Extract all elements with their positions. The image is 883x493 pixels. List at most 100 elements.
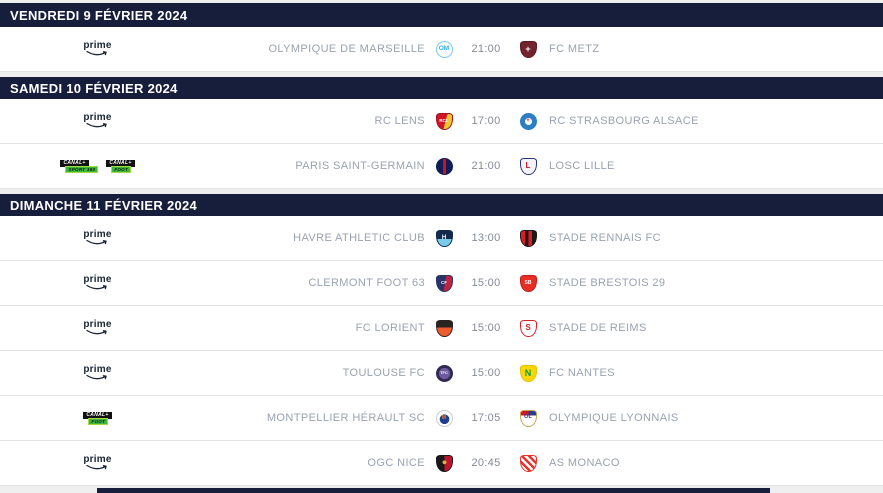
metz-club-logo: +	[519, 40, 537, 58]
lens-logo-initials: RCL	[439, 117, 449, 123]
match-row[interactable]: prime FC LORIENT 15:00 S STADE DE REIMS	[0, 306, 883, 351]
canal-plus-foot-logo: CANAL+ FOOT	[83, 411, 112, 425]
prime-video-logo: prime	[83, 365, 111, 381]
fixtures-page: VENDREDI 9 FÉVRIER 2024 prime OLYMPIQUE DE…	[0, 3, 883, 493]
nantes-logo-initials: N	[524, 367, 532, 378]
away-team-name: LOSC LILLE	[549, 160, 615, 172]
marseille-logo-initials: OM	[438, 44, 450, 52]
reims-logo-initials: S	[525, 323, 531, 332]
home-team-logo-cell	[431, 319, 457, 337]
date-header-label: VENDREDI 9 FÉVRIER 2024	[10, 7, 188, 23]
away-team-name: AS MONACO	[549, 457, 620, 469]
prime-smile-arc	[86, 50, 108, 56]
home-team-name: CLERMONT FOOT 63	[308, 277, 425, 289]
broadcaster-cell: prime	[0, 113, 195, 129]
monaco-club-logo	[519, 454, 537, 472]
match-row[interactable]: prime TOULOUSE FC TFC 15:00 N FC NANTES	[0, 351, 883, 396]
match-row[interactable]: CANAL+ FOOT MONTPELLIER HÉRAULT SC M 17:05 OL…	[0, 396, 883, 441]
havre-club-logo: H	[435, 229, 453, 247]
nice-club-logo	[435, 454, 453, 472]
broadcaster-cell: CANAL+ FOOT	[0, 411, 195, 425]
broadcaster-cell: prime	[0, 275, 195, 291]
toulouse-club-logo: TFC	[435, 364, 453, 382]
canal-plus-sport-360-logo: CANAL+ SPORT 360	[60, 159, 99, 173]
away-team-name: RC STRASBOURG ALSACE	[549, 115, 699, 127]
date-header: VENDREDI 9 FÉVRIER 2024	[0, 3, 883, 27]
prime-label: prime	[83, 112, 112, 123]
away-team-name: STADE BRESTOIS 29	[549, 277, 666, 289]
prime-label: prime	[83, 229, 112, 240]
away-team-logo-cell: S	[515, 319, 541, 337]
match-row[interactable]: prime RC LENS RCL 17:00 + RC STRASBOURG ALSAC…	[0, 99, 883, 144]
match-row[interactable]: prime OGC NICE 20:45 AS MONACO	[0, 441, 883, 486]
metz-logo-initials: +	[525, 43, 531, 54]
prime-smile-arc	[86, 239, 108, 245]
home-team-logo-cell: RCL	[431, 112, 457, 130]
home-team-name: RC LENS	[374, 115, 425, 127]
away-team-logo-cell: +	[515, 112, 541, 130]
prime-video-logo: prime	[83, 275, 111, 291]
kickoff-time: 15:00	[471, 322, 501, 334]
kickoff-time: 13:00	[471, 232, 501, 244]
home-team-logo-cell: TFC	[431, 364, 457, 382]
broadcaster-cell: prime	[0, 230, 195, 246]
montpellier-logo-initials: M	[441, 414, 447, 421]
prime-label: prime	[83, 364, 112, 375]
match-row[interactable]: prime CLERMONT FOOT 63 CF 15:00 SB STADE BRES…	[0, 261, 883, 306]
prime-smile-arc	[86, 284, 108, 290]
fixtures-list: VENDREDI 9 FÉVRIER 2024 prime OLYMPIQUE DE…	[0, 3, 883, 486]
home-team-logo-cell	[431, 454, 457, 472]
date-header-label: DIMANCHE 11 FÉVRIER 2024	[10, 197, 198, 213]
psg-club-logo	[435, 157, 453, 175]
prime-video-logo: prime	[83, 113, 111, 129]
home-team-logo-cell: OM	[431, 40, 457, 58]
lorient-club-logo	[435, 319, 453, 337]
nantes-club-logo: N	[519, 364, 537, 382]
home-team-name: OLYMPIQUE DE MARSEILLE	[268, 43, 425, 55]
canal-plus-wordmark: CANAL+	[83, 411, 112, 419]
match-row[interactable]: prime OLYMPIQUE DE MARSEILLE OM 21:00 + FC ME…	[0, 27, 883, 72]
home-team-name: TOULOUSE FC	[342, 367, 425, 379]
home-team-name: MONTPELLIER HÉRAULT SC	[266, 412, 425, 424]
lyon-logo-initials: OL	[524, 414, 532, 421]
reims-club-logo: S	[519, 319, 537, 337]
home-team-name: HAVRE ATHLETIC CLUB	[293, 232, 425, 244]
prime-video-logo: prime	[83, 320, 111, 336]
away-team-name: STADE RENNAIS FC	[549, 232, 661, 244]
kickoff-time: 15:00	[471, 277, 501, 289]
marseille-club-logo: OM	[435, 40, 453, 58]
lens-club-logo: RCL	[435, 112, 453, 130]
prime-smile-arc	[86, 329, 108, 335]
fixtures-section: DIMANCHE 11 FÉVRIER 2024 prime HAVRE ATHLE…	[0, 194, 883, 486]
lille-club-logo: L	[519, 157, 537, 175]
canal-channel-label: SPORT 360	[65, 165, 99, 173]
match-row[interactable]: CANAL+ SPORT 360 CANAL+ FOOT PARIS SAINT-GER…	[0, 144, 883, 189]
kickoff-time: 21:00	[471, 160, 501, 172]
broadcaster-cell: prime	[0, 320, 195, 336]
away-team-logo-cell: +	[515, 40, 541, 58]
fixtures-section: VENDREDI 9 FÉVRIER 2024 prime OLYMPIQUE DE…	[0, 3, 883, 72]
prime-label: prime	[83, 319, 112, 330]
away-team-logo-cell: L	[515, 157, 541, 175]
away-team-logo-cell: OL	[515, 409, 541, 427]
match-row[interactable]: prime HAVRE ATHLETIC CLUB H 13:00 STADE RENN…	[0, 216, 883, 261]
kickoff-time: 20:45	[471, 457, 501, 469]
date-header: DIMANCHE 11 FÉVRIER 2024	[0, 194, 883, 216]
prime-smile-arc	[86, 464, 108, 470]
broadcaster-cell: prime	[0, 365, 195, 381]
date-header: SAMEDI 10 FÉVRIER 2024	[0, 77, 883, 99]
home-team-name: FC LORIENT	[355, 322, 425, 334]
prime-video-logo: prime	[83, 41, 111, 57]
canal-plus-foot-logo: CANAL+ FOOT	[106, 159, 135, 173]
kickoff-time: 15:00	[471, 367, 501, 379]
next-section-header-partial	[97, 488, 770, 493]
clermont-logo-initials: CF	[441, 279, 447, 285]
brest-club-logo: SB	[519, 274, 537, 292]
broadcaster-cell: prime	[0, 41, 195, 57]
broadcaster-cell: CANAL+ SPORT 360 CANAL+ FOOT	[0, 159, 195, 173]
fixtures-section: SAMEDI 10 FÉVRIER 2024 prime RC LENS RCL 17:…	[0, 77, 883, 189]
away-team-name: FC NANTES	[549, 367, 615, 379]
away-team-logo-cell: N	[515, 364, 541, 382]
prime-video-logo: prime	[83, 230, 111, 246]
home-team-name: OGC NICE	[367, 457, 425, 469]
